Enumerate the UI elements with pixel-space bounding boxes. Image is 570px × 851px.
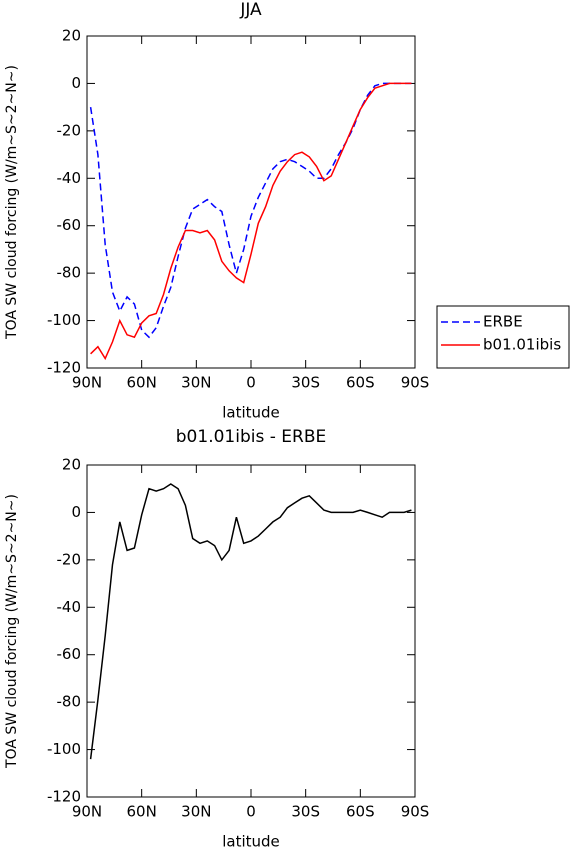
legend-label: b01.01ibis (483, 336, 561, 354)
x-tick-label: 30N (181, 803, 211, 821)
x-tick-label: 30N (181, 374, 211, 392)
y-tick-label: -40 (57, 598, 82, 616)
y-tick-label: -120 (47, 788, 81, 806)
plot-frame (86, 35, 416, 369)
data-line (89, 483, 412, 760)
data-line (89, 82, 412, 339)
x-tick-label: 0 (246, 803, 256, 821)
y-tick-label: -20 (57, 121, 82, 139)
y-tick-label: -100 (47, 311, 81, 329)
x-tick-label: 30S (291, 803, 320, 821)
y-axis-label: TOA SW cloud forcing (W/m~S~2~N~) (4, 65, 20, 340)
y-tick-label: 20 (62, 456, 81, 474)
y-tick-label: -80 (57, 693, 82, 711)
y-tick-label: 0 (71, 503, 81, 521)
x-tick-label: 60N (127, 374, 157, 392)
legend-label: ERBE (483, 313, 523, 331)
y-tick-label: -60 (57, 216, 82, 234)
x-tick-label: 90N (72, 803, 102, 821)
y-tick-label: -80 (57, 264, 82, 282)
x-axis-label: latitude (222, 833, 280, 851)
x-axis-label: latitude (222, 404, 280, 422)
y-tick-label: -120 (47, 359, 81, 377)
y-tick-label: -40 (57, 169, 82, 187)
x-tick-label: 90S (401, 374, 430, 392)
y-tick-label: -100 (47, 740, 81, 758)
legend-box (436, 305, 570, 369)
x-tick-label: 60N (127, 803, 157, 821)
plot-frame (86, 464, 416, 798)
y-axis-label: TOA SW cloud forcing (W/m~S~2~N~) (4, 494, 20, 769)
x-tick-label: 60S (346, 374, 375, 392)
x-tick-label: 90N (72, 374, 102, 392)
y-tick-label: 0 (71, 74, 81, 92)
x-tick-label: 0 (246, 374, 256, 392)
data-line (90, 82, 412, 361)
x-tick-label: 60S (346, 803, 375, 821)
chart-title: b01.01ibis - ERBE (176, 427, 326, 447)
x-tick-label: 30S (291, 374, 320, 392)
y-tick-label: 20 (62, 27, 81, 45)
y-tick-label: -20 (57, 550, 82, 568)
y-tick-label: -60 (57, 645, 82, 663)
x-tick-label: 90S (401, 803, 430, 821)
chart-title: JJA (239, 0, 262, 20)
